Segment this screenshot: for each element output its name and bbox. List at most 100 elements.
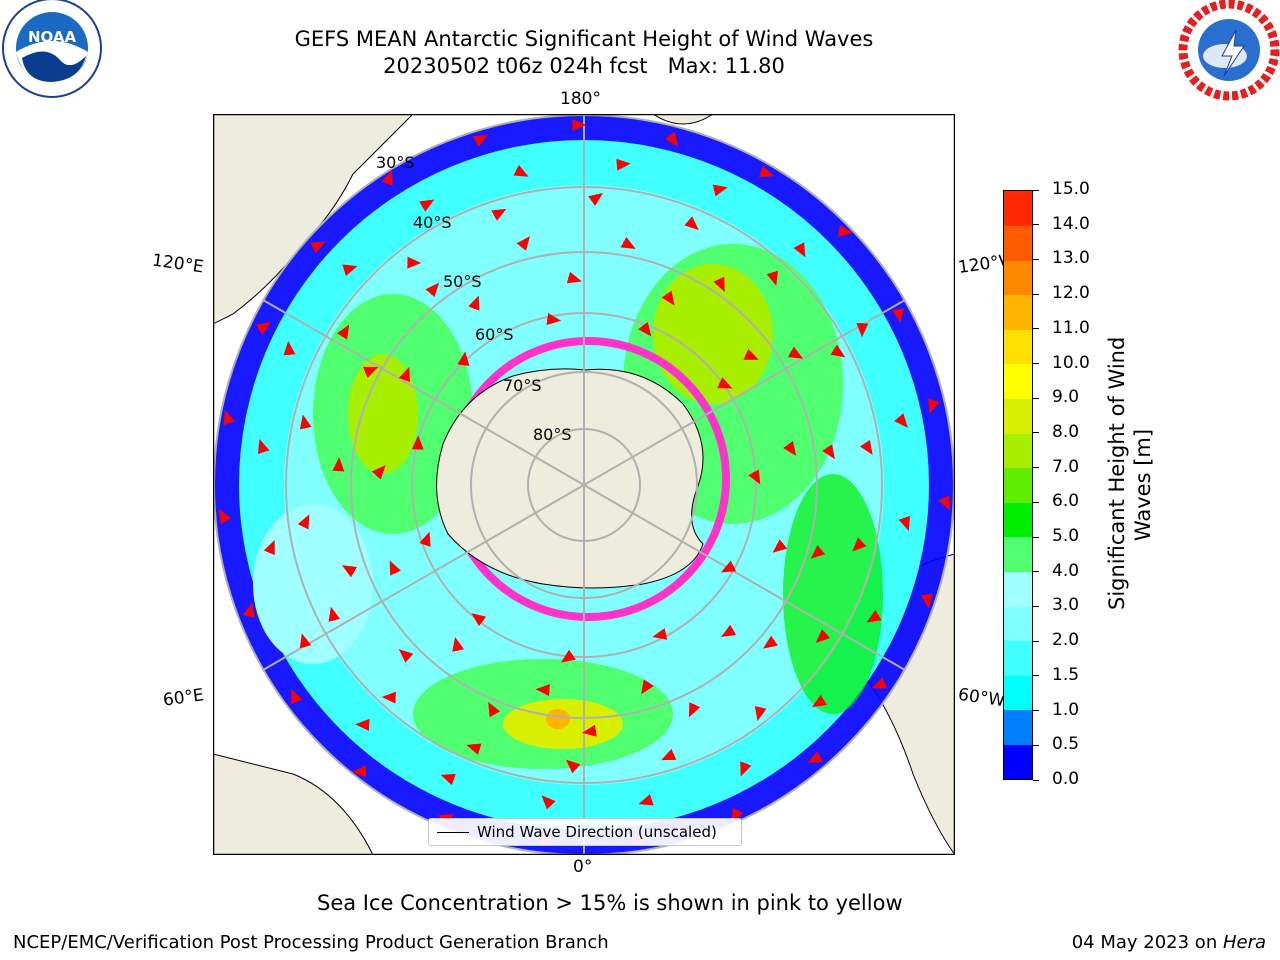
wind-wave-arrow	[807, 751, 823, 763]
wind-wave-arrow	[381, 170, 393, 186]
wind-wave-arrow	[638, 321, 652, 337]
lat-label-80s: 80°S	[533, 425, 572, 444]
wind-wave-arrow	[440, 773, 456, 786]
colorbar-tick-label: 2.0	[1052, 630, 1080, 651]
colorbar-segment	[1004, 640, 1032, 676]
wind-wave-arrow	[560, 649, 576, 663]
wind-wave-arrow	[641, 679, 654, 695]
wind-wave-arrow	[419, 531, 431, 547]
colorbar-segment	[1004, 294, 1032, 330]
wind-wave-arrow	[740, 761, 752, 777]
colorbar-segment	[1004, 467, 1032, 503]
wind-wave-arrow	[371, 465, 386, 480]
wind-wave-arrow	[665, 131, 679, 147]
wind-wave-arrow	[661, 290, 675, 306]
colorbar-tick-label: 9.0	[1052, 387, 1080, 408]
colorbar-tick-mark	[1033, 605, 1039, 607]
wind-wave-arrow	[871, 677, 887, 689]
colorbar-tick-mark	[1033, 293, 1039, 295]
wind-wave-arrow	[920, 593, 933, 609]
wind-wave-arrow	[688, 702, 701, 718]
svg-text:NOAA: NOAA	[28, 28, 77, 46]
colorbar-tick-label: 7.0	[1052, 456, 1080, 477]
wind-wave-arrow	[257, 438, 270, 455]
wind-wave-arrow	[535, 684, 550, 697]
wind-wave-arrow	[471, 613, 487, 627]
wind-wave-arrow	[684, 216, 699, 231]
wind-wave-arrow	[336, 324, 350, 340]
colorbar-tick-mark	[1033, 779, 1039, 781]
wind-wave-arrow	[491, 208, 507, 221]
colorbar-segment	[1004, 502, 1032, 538]
wind-wave-arrow	[652, 628, 668, 640]
wind-wave-arrow	[892, 308, 905, 323]
wind-wave-arrow	[299, 414, 312, 430]
wind-wave-arrow	[452, 636, 464, 652]
wind-wave-arrow	[721, 560, 737, 573]
wind-wave-arrow	[243, 602, 255, 618]
wind-wave-arrow	[783, 440, 797, 456]
wind-wave-arrow	[457, 351, 470, 367]
wind-wave-arrow	[898, 515, 911, 532]
colorbar-segment	[1004, 744, 1032, 780]
wind-wave-arrow	[787, 346, 804, 359]
colorbar	[1003, 190, 1033, 780]
wind-wave-arrow	[721, 624, 737, 637]
wind-wave-arrow	[822, 444, 835, 460]
chart-subtitle: 20230502 t06z 024h fcst Max: 11.80	[383, 54, 785, 78]
wind-wave-arrow	[342, 264, 358, 276]
lat-label-50s: 50°S	[443, 272, 482, 291]
legend-line-swatch	[437, 831, 469, 833]
colorbar-segment	[1004, 571, 1032, 607]
colorbar-title-line1: Significant Height of Wind	[1105, 336, 1129, 610]
lon-label-120e: 120°E	[150, 250, 205, 278]
wind-wave-arrow	[466, 743, 482, 755]
colorbar-tick-label: 11.0	[1052, 317, 1090, 338]
map-legend: Wind Wave Direction (unscaled)	[428, 818, 742, 846]
wind-wave-arrow	[928, 398, 940, 414]
wind-wave-arrow	[859, 439, 873, 455]
colorbar-tick-label: 13.0	[1052, 248, 1090, 269]
wind-wave-arrow	[938, 495, 950, 511]
wind-wave-arrow	[218, 508, 232, 525]
wind-wave-arrow	[810, 545, 826, 559]
lon-label-60w: 60°W	[956, 684, 1007, 712]
nws-logo	[1178, 0, 1280, 101]
wind-wave-arrow	[731, 807, 744, 823]
wind-wave-arrow	[546, 313, 562, 325]
colorbar-tick-label: 6.0	[1052, 491, 1080, 512]
wind-wave-arrow	[582, 724, 597, 737]
colorbar-tick-mark	[1033, 710, 1039, 712]
lat-label-30s: 30°S	[376, 153, 415, 172]
colorbar-tick-mark	[1033, 189, 1039, 191]
wind-wave-arrow	[541, 795, 556, 810]
colorbar-segment	[1004, 260, 1032, 296]
wind-wave-arrow	[223, 409, 236, 426]
wind-wave-arrow	[712, 184, 728, 197]
wind-wave-arrow	[866, 610, 882, 623]
wind-wave-arrow	[299, 633, 312, 649]
colorbar-segment	[1004, 225, 1032, 261]
wind-wave-arrow	[620, 236, 636, 249]
wind-wave-arrow	[717, 377, 733, 389]
colorbar-tick-mark	[1033, 224, 1039, 226]
wind-wave-arrow	[772, 539, 788, 553]
footer-date-text: 04 May 2023 on	[1071, 932, 1223, 953]
colorbar-segment	[1004, 191, 1032, 227]
colorbar-segment	[1004, 363, 1032, 400]
wind-wave-arrow	[793, 242, 806, 258]
wind-wave-arrow	[763, 635, 778, 649]
wind-wave-arrow	[297, 514, 310, 530]
legend-label: Wind Wave Direction (unscaled)	[477, 823, 717, 841]
wind-wave-arrow	[362, 366, 379, 378]
colorbar-tick-label: 4.0	[1052, 560, 1080, 581]
colorbar-tick-mark	[1033, 675, 1039, 677]
wind-wave-arrow	[894, 413, 908, 428]
colorbar-tick-mark	[1033, 640, 1039, 642]
wind-wave-arrow	[332, 457, 345, 472]
lon-label-60e: 60°E	[161, 685, 206, 711]
footer-credit: NCEP/EMC/Verification Post Processing Pr…	[13, 932, 609, 953]
colorbar-tick-mark	[1033, 397, 1039, 399]
wind-wave-arrow	[341, 565, 358, 578]
colorbar-tick-label: 14.0	[1052, 213, 1090, 234]
